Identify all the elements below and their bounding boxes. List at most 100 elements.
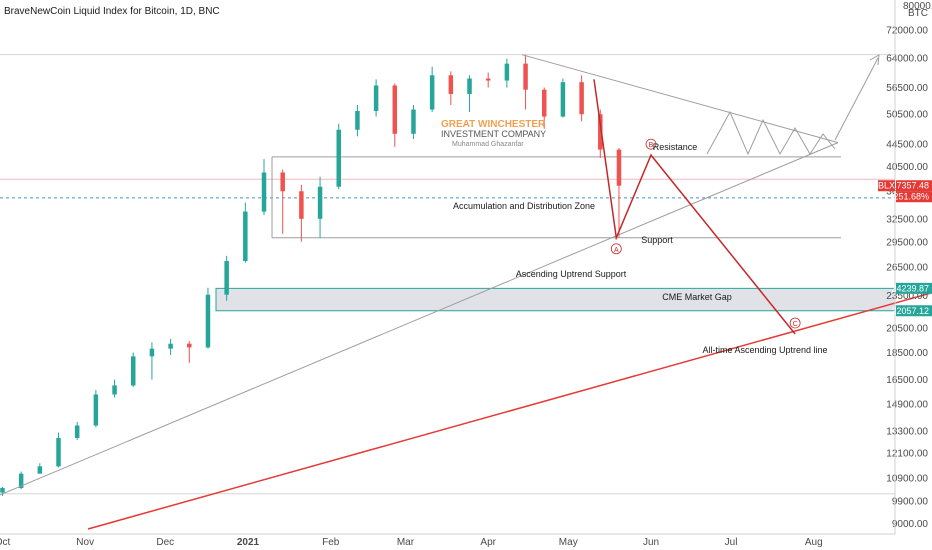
candle-body [392,85,398,134]
candle-body [317,186,323,219]
y-tick-label: 64000.00 [886,54,928,65]
x-tick-label: Aug [805,537,823,548]
y-tick-label: 9000.00 [892,519,929,530]
descending-resistance-trendline [521,54,839,144]
candle-body [74,425,80,439]
candle-body [504,63,510,81]
y-tick-label: 20500.00 [886,324,928,335]
x-tick-label: Mar [397,537,415,548]
y-tick-label: 32500.00 [886,214,928,225]
x-tick-label: Jun [643,537,659,548]
cme-gap-box [215,287,896,312]
x-tick-label: Jul [725,537,738,548]
candle-body [187,343,192,348]
drawings-layer: A B C Accumulation and Distribution Zone Sup… [0,54,932,530]
price-tag-box [896,282,932,294]
y-tick-label: 10900.00 [886,474,928,485]
candle-body [429,75,435,110]
brand-watermark: GREAT WINCHESTER INVESTMENT COMPANY Muha… [441,119,546,148]
y-tick-label: 44500.00 [886,140,928,151]
price-tag-box [896,180,932,192]
candle-body [541,89,547,117]
candle-body [130,356,136,386]
candle-body [37,466,43,474]
breakout-arrow-head [869,54,880,66]
candle-body [411,109,416,134]
candle-body [261,172,267,212]
candle-body [523,63,528,90]
candle-body [560,82,566,117]
y-tick-label: 40500.00 [886,162,928,173]
brand-line2: INVESTMENT COMPANY [441,129,546,139]
symbol-tag-label: BLX [878,181,895,191]
candle-body [598,114,603,150]
candle-body [224,261,229,295]
x-tick-label: May [559,537,578,548]
y-tick-label: 23500.00 [886,291,928,302]
x-tick-label: Dec [156,537,174,548]
candle-body [336,129,341,187]
ascending-support-trendline [0,142,839,496]
chart-title: BraveNewCoin Liquid Index for Bitcoin, 1… [4,6,220,17]
candle-body [280,172,285,192]
candle-body [467,78,472,94]
y-tick-label: 9900.00 [892,496,929,507]
annotation-label: Ascending Uptrend Support [516,269,627,279]
candle-body [579,82,584,115]
wave-label-c: C [793,321,798,328]
candle-body [448,75,454,94]
x-tick-label: Apr [480,537,496,548]
y-tick-label: 12100.00 [886,449,928,460]
y-tick-label: 72000.00 [886,26,928,37]
y-tick-label: 29500.00 [886,237,928,248]
candle-body [149,348,155,357]
y-tick-label: 56500.00 [886,83,928,94]
candle-body [299,191,304,219]
x-tick-label: Oct [0,537,10,548]
price-tag-box [896,305,932,317]
candles-layer [0,54,622,497]
x-tick-label: Nov [76,537,94,548]
y-axis-unit: BTC [908,8,928,19]
price-tag-box [896,191,932,203]
price-tag-value: 37357.48 [891,181,929,191]
wave-label-circle [789,317,801,329]
candle-body [616,149,622,186]
y-axis-unit-top: 80000.00 [903,1,932,12]
candle-body [373,85,379,111]
triangle-zigzag [706,110,836,156]
breakout-arrow-line [834,57,879,141]
y-tick-label: 13300.00 [886,426,928,437]
price-tag-value: 251.68% [893,192,929,202]
candle-body [0,488,5,493]
all-time-uptrend-line [87,291,932,530]
annotation-label: CME Market Gap [662,292,732,302]
y-tick-label: 18500.00 [886,348,928,359]
annotation-label: Resistance [653,142,698,152]
annotation-label: All-time Ascending Uptrend line [702,345,827,355]
candle-body [168,343,173,349]
candle-body [355,110,360,130]
candle-body [56,438,61,467]
y-tick-label: 26500.00 [886,263,928,274]
annotation-label: Support [641,235,673,245]
wave-label-b: B [649,142,654,149]
x-tick-label: 2021 [237,537,260,548]
wave-label-a: A [614,247,619,254]
candle-body [485,78,491,81]
abc-wave-path [593,79,796,335]
candle-body [93,394,99,426]
candle-body [243,211,248,262]
y-tick-label: 16500.00 [886,375,928,386]
brand-line3: Muhammad Ghazanfar [452,141,524,148]
candle-body [18,473,24,489]
price-tag-value: 24239.87 [891,283,929,293]
wave-label-circle [610,243,622,255]
x-tick-label: Feb [322,537,340,548]
y-axis: 72000.00 64000.00 56500.00 50500.00 44500.00… [886,0,928,534]
y-tick-label: 50500.00 [886,110,928,121]
wave-label-circle [645,138,657,150]
